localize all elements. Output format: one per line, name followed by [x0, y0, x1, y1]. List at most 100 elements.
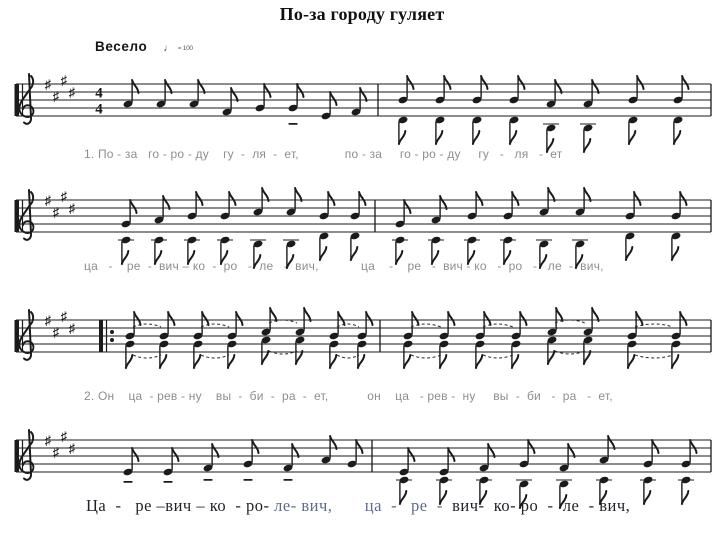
eighth-flag-icon — [219, 250, 229, 265]
note-head — [671, 232, 681, 240]
note-head — [125, 332, 135, 340]
note-head — [159, 340, 169, 348]
note-head — [681, 460, 691, 468]
dashed-tie — [336, 354, 360, 359]
note-head — [475, 340, 485, 348]
dashed-tie — [268, 350, 298, 355]
note-head — [350, 232, 360, 240]
repeat-barline — [99, 320, 103, 352]
eighth-flag-icon — [487, 443, 496, 458]
note-head — [547, 336, 557, 344]
eighth-flag-icon — [555, 307, 564, 322]
eighth-flag-icon — [651, 439, 660, 454]
note-head — [503, 212, 513, 220]
eighth-flag-icon — [228, 191, 237, 206]
note-head — [511, 332, 521, 340]
eighth-flag-icon — [398, 490, 408, 505]
eighth-flag-icon — [582, 138, 592, 153]
note-head — [475, 332, 485, 340]
repeat-dot — [110, 330, 114, 334]
eighth-flag-icon — [394, 250, 404, 265]
note-head — [288, 104, 298, 112]
eighth-flag-icon — [328, 354, 338, 369]
note-head — [435, 96, 445, 104]
eighth-flag-icon — [329, 435, 338, 450]
note-head — [123, 100, 133, 108]
treble-clef-icon — [18, 429, 35, 481]
note-head — [121, 220, 131, 228]
eighth-flag-icon — [285, 254, 295, 269]
dashed-tie — [200, 354, 230, 359]
eighth-flag-icon — [475, 191, 484, 206]
note-head — [503, 236, 513, 244]
eighth-flag-icon — [545, 138, 555, 153]
note-head — [321, 112, 331, 120]
note-head — [261, 336, 271, 344]
eighth-flag-icon — [365, 311, 374, 326]
note-head — [159, 332, 169, 340]
eighth-flag-icon — [260, 350, 270, 365]
note-head — [435, 116, 445, 124]
eighth-flag-icon — [359, 87, 368, 102]
note-head — [163, 468, 173, 476]
eighth-flag-icon — [186, 250, 196, 265]
metronome-mark: ♩ = 100 — [163, 38, 193, 55]
staff-system-2: ♯♯♯♯ — [14, 187, 712, 269]
note-head — [357, 332, 367, 340]
eighth-flag-icon — [406, 75, 415, 90]
eighth-flag-icon — [558, 494, 568, 509]
eighth-flag-icon — [483, 311, 492, 326]
eighth-flag-icon — [547, 187, 556, 202]
eighth-flag-icon — [474, 354, 484, 369]
lyrics-line-4-seg2: ле- вич, ца - ре - — [274, 496, 453, 515]
eighth-flag-icon — [407, 447, 416, 462]
note-head — [286, 208, 296, 216]
treble-clef-icon — [18, 189, 35, 241]
eighth-flag-icon — [670, 246, 680, 261]
note-head — [398, 116, 408, 124]
tempo-label: Весело — [95, 39, 148, 54]
eighth-flag-icon — [337, 311, 346, 326]
note-head — [222, 108, 232, 116]
eighth-flag-icon — [510, 354, 520, 369]
eighth-flag-icon — [438, 354, 448, 369]
note-head — [350, 212, 360, 220]
lyrics-line-4-seg1: Ца - ре –вич – ко - ро- — [86, 496, 275, 515]
note-head — [220, 212, 230, 220]
note-head — [519, 480, 529, 488]
eighth-flag-icon — [443, 75, 452, 90]
eighth-flag-icon — [261, 187, 270, 202]
eighth-flag-icon — [633, 191, 642, 206]
eighth-flag-icon — [402, 354, 412, 369]
eighth-flag-icon — [403, 199, 412, 214]
dashed-tie — [132, 354, 162, 359]
eighth-flag-icon — [153, 250, 163, 265]
note-head — [539, 240, 549, 248]
note-head — [671, 332, 681, 340]
note-head — [295, 328, 305, 336]
note-head — [189, 100, 199, 108]
eighth-flag-icon — [626, 354, 636, 369]
note-head — [187, 212, 197, 220]
eighth-flag-icon — [567, 443, 576, 458]
note-head — [671, 340, 681, 348]
tenuto-dash — [163, 481, 173, 483]
sharp-icon: ♯ — [61, 309, 68, 324]
system-start-barline — [14, 320, 19, 352]
note-head — [431, 236, 441, 244]
page-title: По-за городу гуляет — [279, 4, 445, 24]
note-head — [347, 460, 357, 468]
note-head — [627, 340, 637, 348]
eighth-flag-icon — [574, 254, 584, 269]
sharp-icon: ♯ — [53, 89, 60, 104]
eighth-flag-icon — [303, 307, 312, 322]
treble-clef-icon — [18, 309, 35, 361]
dashed-tie — [410, 323, 442, 328]
eighth-flag-icon — [511, 191, 520, 206]
staff-system-1: ♯♯♯♯ 44 — [14, 73, 712, 153]
note-head — [628, 96, 638, 104]
note-head — [643, 476, 653, 484]
eighth-flag-icon — [439, 195, 448, 210]
eighth-flag-icon — [670, 354, 680, 369]
